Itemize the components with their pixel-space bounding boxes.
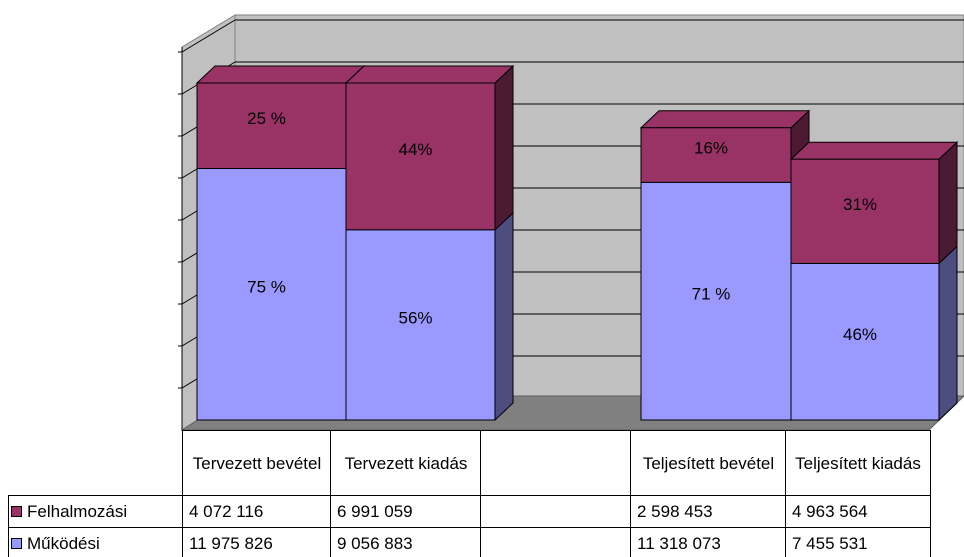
table-value: 11 975 826	[182, 527, 331, 557]
data-label: 46%	[843, 325, 877, 344]
bar	[790, 262, 940, 421]
table-header: Teljesített bevétel	[630, 430, 786, 495]
cell-text: 4 963 564	[792, 502, 868, 521]
data-label: 31%	[843, 195, 877, 214]
data-label: 56%	[398, 308, 432, 327]
table-value: 2 598 453	[630, 495, 786, 528]
data-label: 71 %	[692, 285, 731, 304]
cell-text: Teljesített bevétel	[642, 453, 775, 473]
data-label: 75 %	[247, 278, 286, 297]
bar	[640, 181, 792, 421]
bar	[345, 229, 496, 421]
table-header: Teljesített kiadás	[785, 430, 931, 495]
data-label: 25 %	[247, 109, 286, 128]
table-value: 11 318 073	[630, 527, 786, 557]
bar	[790, 158, 940, 264]
bar	[196, 82, 347, 170]
legend-label: Felhalmozási	[27, 502, 128, 521]
cell-text: Teljesített kiadás	[795, 453, 921, 473]
cell-text: 11 318 073	[637, 534, 721, 553]
table-value: 9 056 883	[330, 527, 481, 557]
legend-entry: Működési	[8, 527, 183, 557]
cell-text: 2 598 453	[637, 502, 713, 521]
bar	[345, 82, 496, 231]
table-header	[480, 430, 631, 495]
table-value: 4 072 116	[182, 495, 331, 528]
legend-label: Működési	[27, 534, 100, 553]
cell-text: 11 975 826	[189, 534, 273, 553]
table-value	[480, 495, 631, 528]
legend-key	[11, 538, 22, 549]
cell-text: Tervezett bevétel	[192, 453, 322, 473]
table-value: 7 455 531	[785, 527, 931, 557]
cell-text: 7 455 531	[792, 534, 868, 553]
bar	[196, 168, 347, 421]
table-header: Tervezett bevétel	[182, 430, 331, 495]
legend-entry: Felhalmozási	[8, 495, 183, 528]
cell-text: Tervezett kiadás	[344, 453, 468, 473]
data-label: 44%	[398, 140, 432, 159]
cell-text: 4 072 116	[189, 502, 264, 521]
cell-text: 6 991 059	[337, 502, 413, 521]
legend-key	[11, 506, 22, 517]
bar	[640, 127, 792, 183]
table-value	[480, 527, 631, 557]
table-value: 4 963 564	[785, 495, 931, 528]
table-header: Tervezett kiadás	[330, 430, 481, 495]
cell-text: 9 056 883	[337, 534, 413, 553]
grid-line	[181, 19, 236, 53]
table-value: 6 991 059	[330, 495, 481, 528]
data-label: 16%	[694, 139, 728, 158]
